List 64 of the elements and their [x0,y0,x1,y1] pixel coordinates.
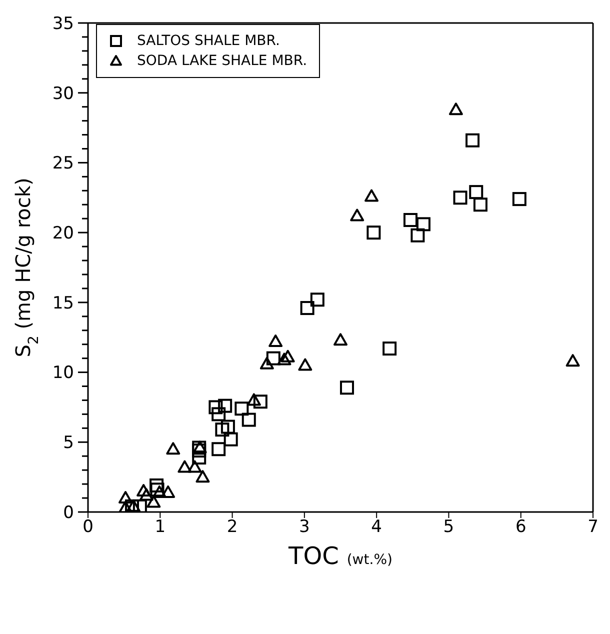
x-tick-label: 6 [515,517,526,538]
point [234,402,249,416]
point [218,398,232,413]
x-tick-label: 5 [443,517,454,538]
x-tick-label: 7 [588,517,598,538]
x-tick-label: 0 [82,517,94,538]
point [298,358,312,371]
point [178,460,192,473]
point [188,460,202,473]
point [136,484,151,497]
point [416,217,430,232]
x-axis-title: TOC (wt.%) [288,542,392,570]
point [146,495,161,508]
point [166,442,180,455]
y-tick-label: 30 [52,84,74,104]
y-tick-label: 10 [52,363,74,384]
point [277,352,292,366]
point [280,350,295,362]
point [260,356,274,370]
y-tick-label: 20 [52,224,74,244]
point [469,185,484,200]
point [212,442,226,456]
point [382,342,397,356]
point [448,102,463,116]
point [340,380,354,395]
point [268,334,283,348]
point [364,189,379,202]
point [208,400,223,414]
point [161,485,176,498]
x-tick-label: 4 [371,517,382,538]
point [118,491,133,504]
y-tick-label: 5 [63,433,74,454]
point [453,190,468,205]
point [310,292,324,307]
point [242,412,256,427]
point [266,351,280,366]
point [246,393,261,406]
point [215,422,230,437]
point [366,226,381,240]
point [403,212,418,227]
point [253,394,268,409]
point [512,192,526,206]
y-tick-label: 0 [63,502,74,523]
point [139,488,154,501]
x-tick-label: 1 [154,517,166,538]
point [566,354,580,367]
x-tick-label: 2 [226,517,238,538]
point [350,208,364,222]
point [220,420,235,434]
x-tick-label: 3 [299,517,310,538]
point [212,407,226,422]
point [334,333,348,346]
point [466,133,480,148]
point [410,228,425,242]
y-tick-label: 35 [52,14,74,34]
y-tick-label: 25 [52,154,74,174]
point [300,301,314,316]
point [224,432,238,446]
legend-label: SODA LAKE SHALE MBR. [137,52,308,71]
y-tick-label: 15 [52,293,74,314]
point [473,198,488,212]
point [196,470,210,483]
legend-label: SALTOS SHALE MBR. [137,32,280,51]
point [150,478,164,492]
